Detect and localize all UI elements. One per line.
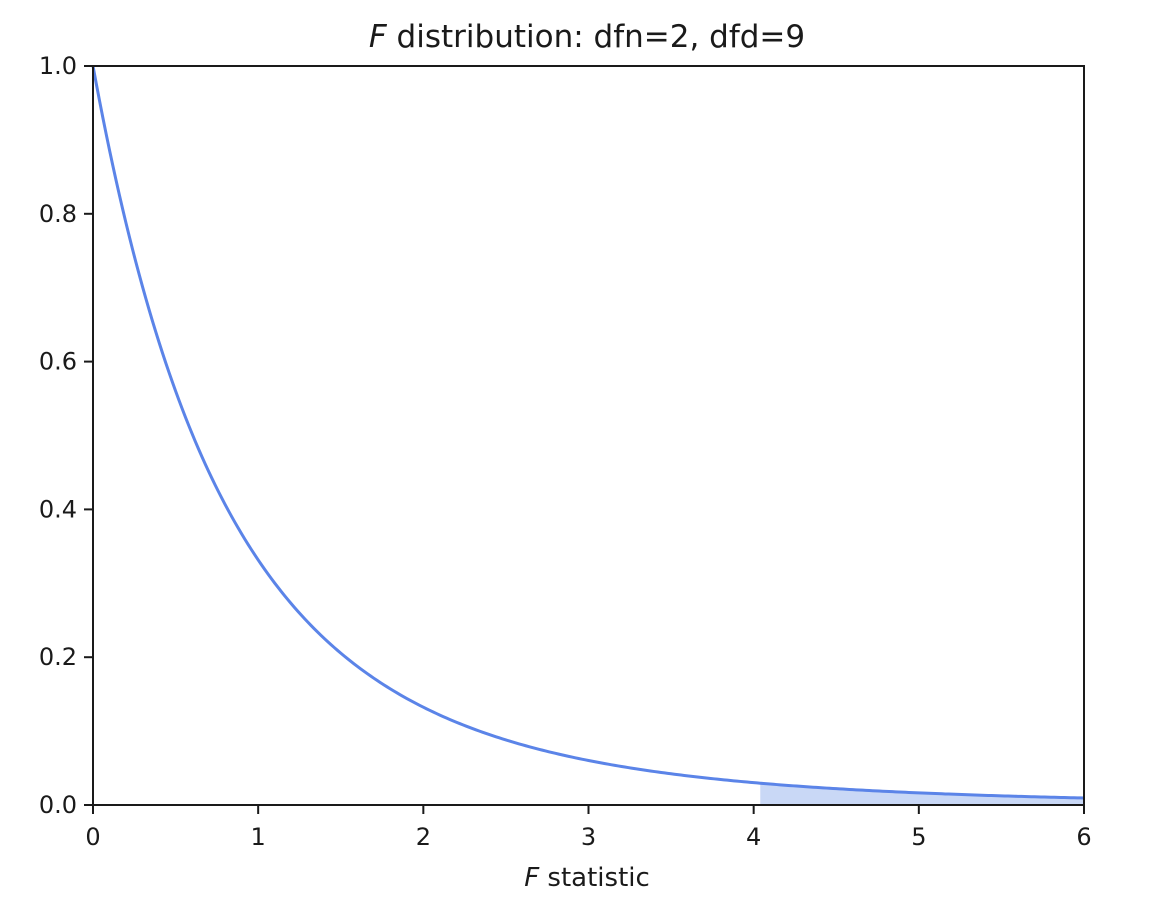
x-axis-label-text: statistic (539, 863, 650, 893)
x-tick-label: 4 (746, 823, 761, 851)
density-curve-layer (91, 65, 1085, 800)
x-tick-label: 5 (911, 823, 926, 851)
x-tick-label: 6 (1076, 823, 1091, 851)
density-curve (91, 65, 1085, 800)
x-tick-label: 2 (416, 823, 431, 851)
axes-frame (92, 65, 1085, 806)
y-tick-label: 0.6 (39, 348, 77, 376)
y-axis-ticks: 0.0 0.2 0.4 0.6 0.8 1.0 (39, 52, 93, 819)
x-tick-label: 3 (581, 823, 596, 851)
x-axis-label: F statistic (524, 863, 650, 893)
y-tick-label: 1.0 (39, 52, 77, 80)
chart-title-text: distribution: dfn=2, dfd=9 (387, 19, 805, 55)
x-axis-label-italic: F (524, 863, 540, 893)
chart-title-italic: F (369, 19, 388, 55)
y-tick-label: 0.8 (39, 200, 77, 228)
y-tick-label: 0.4 (39, 495, 77, 523)
x-tick-label: 0 (85, 823, 100, 851)
chart-title: F distribution: dfn=2, dfd=9 (369, 19, 805, 55)
x-axis-ticks: 0 1 2 3 4 5 6 (85, 805, 1092, 851)
y-tick-label: 0.2 (39, 643, 77, 671)
x-tick-label: 1 (251, 823, 266, 851)
y-tick-label: 0.0 (39, 791, 77, 819)
